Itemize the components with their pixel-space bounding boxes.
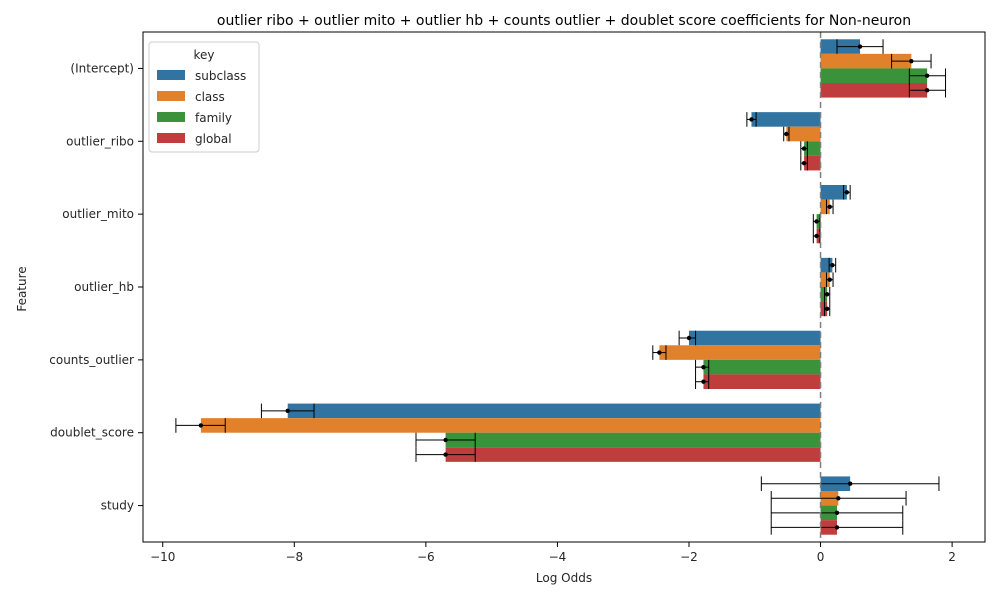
bar-subclass-outlier_hb [820, 257, 833, 273]
legend-swatch-global [157, 133, 185, 143]
legend-box [148, 41, 260, 153]
point-family-study [834, 510, 840, 516]
point-class-counts_outlier [657, 350, 662, 355]
point-family-outlier_ribo [801, 146, 807, 151]
legend-label-class: class [195, 90, 225, 104]
point-global-doublet_score [443, 452, 448, 457]
bar-family-(Intercept) [820, 68, 928, 83]
bar-class-outlier_mito [820, 199, 830, 215]
y-tick-label: doublet_score [50, 426, 134, 440]
bar-global-counts_outlier [703, 374, 821, 389]
bar-family-outlier_hb [820, 287, 828, 302]
legend-label-subclass: subclass [195, 69, 246, 83]
bar-class-doublet_score [200, 418, 821, 433]
plot-area: −10 −8 −6 −4 −2 0 2 (Intercept) outlier_ribooutl… [49, 31, 986, 564]
point-family-(Intercept) [924, 73, 930, 78]
plot-frame [142, 31, 986, 543]
bar-subclass-outlier_ribo [751, 112, 821, 127]
point-global-outlier_hb [824, 306, 830, 312]
point-class-study [836, 496, 841, 501]
x-tick-label: 0 [817, 550, 825, 564]
point-global-study [834, 525, 840, 530]
point-subclass-(Intercept) [857, 44, 863, 49]
bar-global-doublet_score [445, 447, 821, 462]
bar-subclass-doublet_score [287, 403, 821, 419]
x-tick-label: −8 [285, 550, 303, 564]
point-subclass-outlier_mito [844, 190, 850, 195]
bar-global-(Intercept) [820, 83, 928, 98]
legend-swatch-subclass [157, 70, 185, 80]
point-family-counts_outlier [701, 364, 706, 370]
bar-subclass-counts_outlier [688, 330, 821, 346]
point-family-outlier_mito [814, 219, 819, 224]
point-class-doublet_score [198, 423, 204, 428]
bar-class-outlier_hb [820, 272, 830, 287]
y-axis-label: Feature [15, 266, 29, 311]
bar-class-outlier_ribo [786, 126, 821, 142]
legend-label-global: global [195, 132, 232, 146]
x-tick-label: −10 [150, 550, 175, 564]
bar-family-counts_outlier [703, 359, 821, 375]
bar-global-outlier_hb [820, 301, 828, 317]
bar-subclass-outlier_mito [820, 185, 847, 200]
y-tick-label: outlier_ribo [66, 134, 134, 148]
legend-swatch-family [157, 112, 185, 122]
point-class-outlier_hb [827, 277, 832, 282]
x-tick-label: −4 [549, 550, 567, 564]
bar-family-doublet_score [445, 432, 821, 448]
y-tick-label: counts_outlier [49, 353, 134, 367]
point-global-outlier_mito [814, 233, 819, 239]
legend-swatch-class [157, 91, 185, 101]
bar-global-outlier_ribo [804, 155, 821, 171]
point-class-outlier_mito [827, 204, 832, 210]
y-tick-label: outlier_mito [62, 207, 134, 221]
point-global-(Intercept) [924, 88, 930, 93]
bar-class-(Intercept) [820, 53, 912, 69]
point-global-counts_outlier [701, 379, 706, 384]
point-subclass-outlier_hb [830, 262, 835, 268]
y-tick-label: study [101, 499, 134, 513]
point-class-outlier_ribo [784, 131, 789, 137]
chart-title: outlier ribo + outlier mito + outlier hb… [217, 13, 911, 29]
point-family-doublet_score [443, 437, 448, 443]
bar-family-outlier_ribo [804, 141, 821, 156]
point-subclass-study [847, 481, 853, 486]
x-axis-label: Log Odds [536, 571, 592, 585]
point-subclass-outlier_ribo [749, 117, 754, 122]
point-global-outlier_ribo [801, 160, 807, 166]
bar-class-counts_outlier [659, 345, 821, 360]
y-tick-label: (Intercept) [70, 61, 134, 75]
x-tick-label: 2 [948, 550, 956, 564]
point-family-outlier_hb [824, 292, 830, 297]
legend: key subclass class family global [148, 41, 260, 153]
legend-title: key [193, 48, 214, 62]
x-tick-label: −2 [680, 550, 698, 564]
point-subclass-doublet_score [285, 408, 290, 414]
point-class-(Intercept) [909, 58, 914, 64]
legend-label-family: family [195, 111, 232, 125]
x-tick-label: −6 [417, 550, 435, 564]
point-subclass-counts_outlier [686, 335, 692, 341]
y-tick-label: outlier_hb [74, 280, 134, 294]
